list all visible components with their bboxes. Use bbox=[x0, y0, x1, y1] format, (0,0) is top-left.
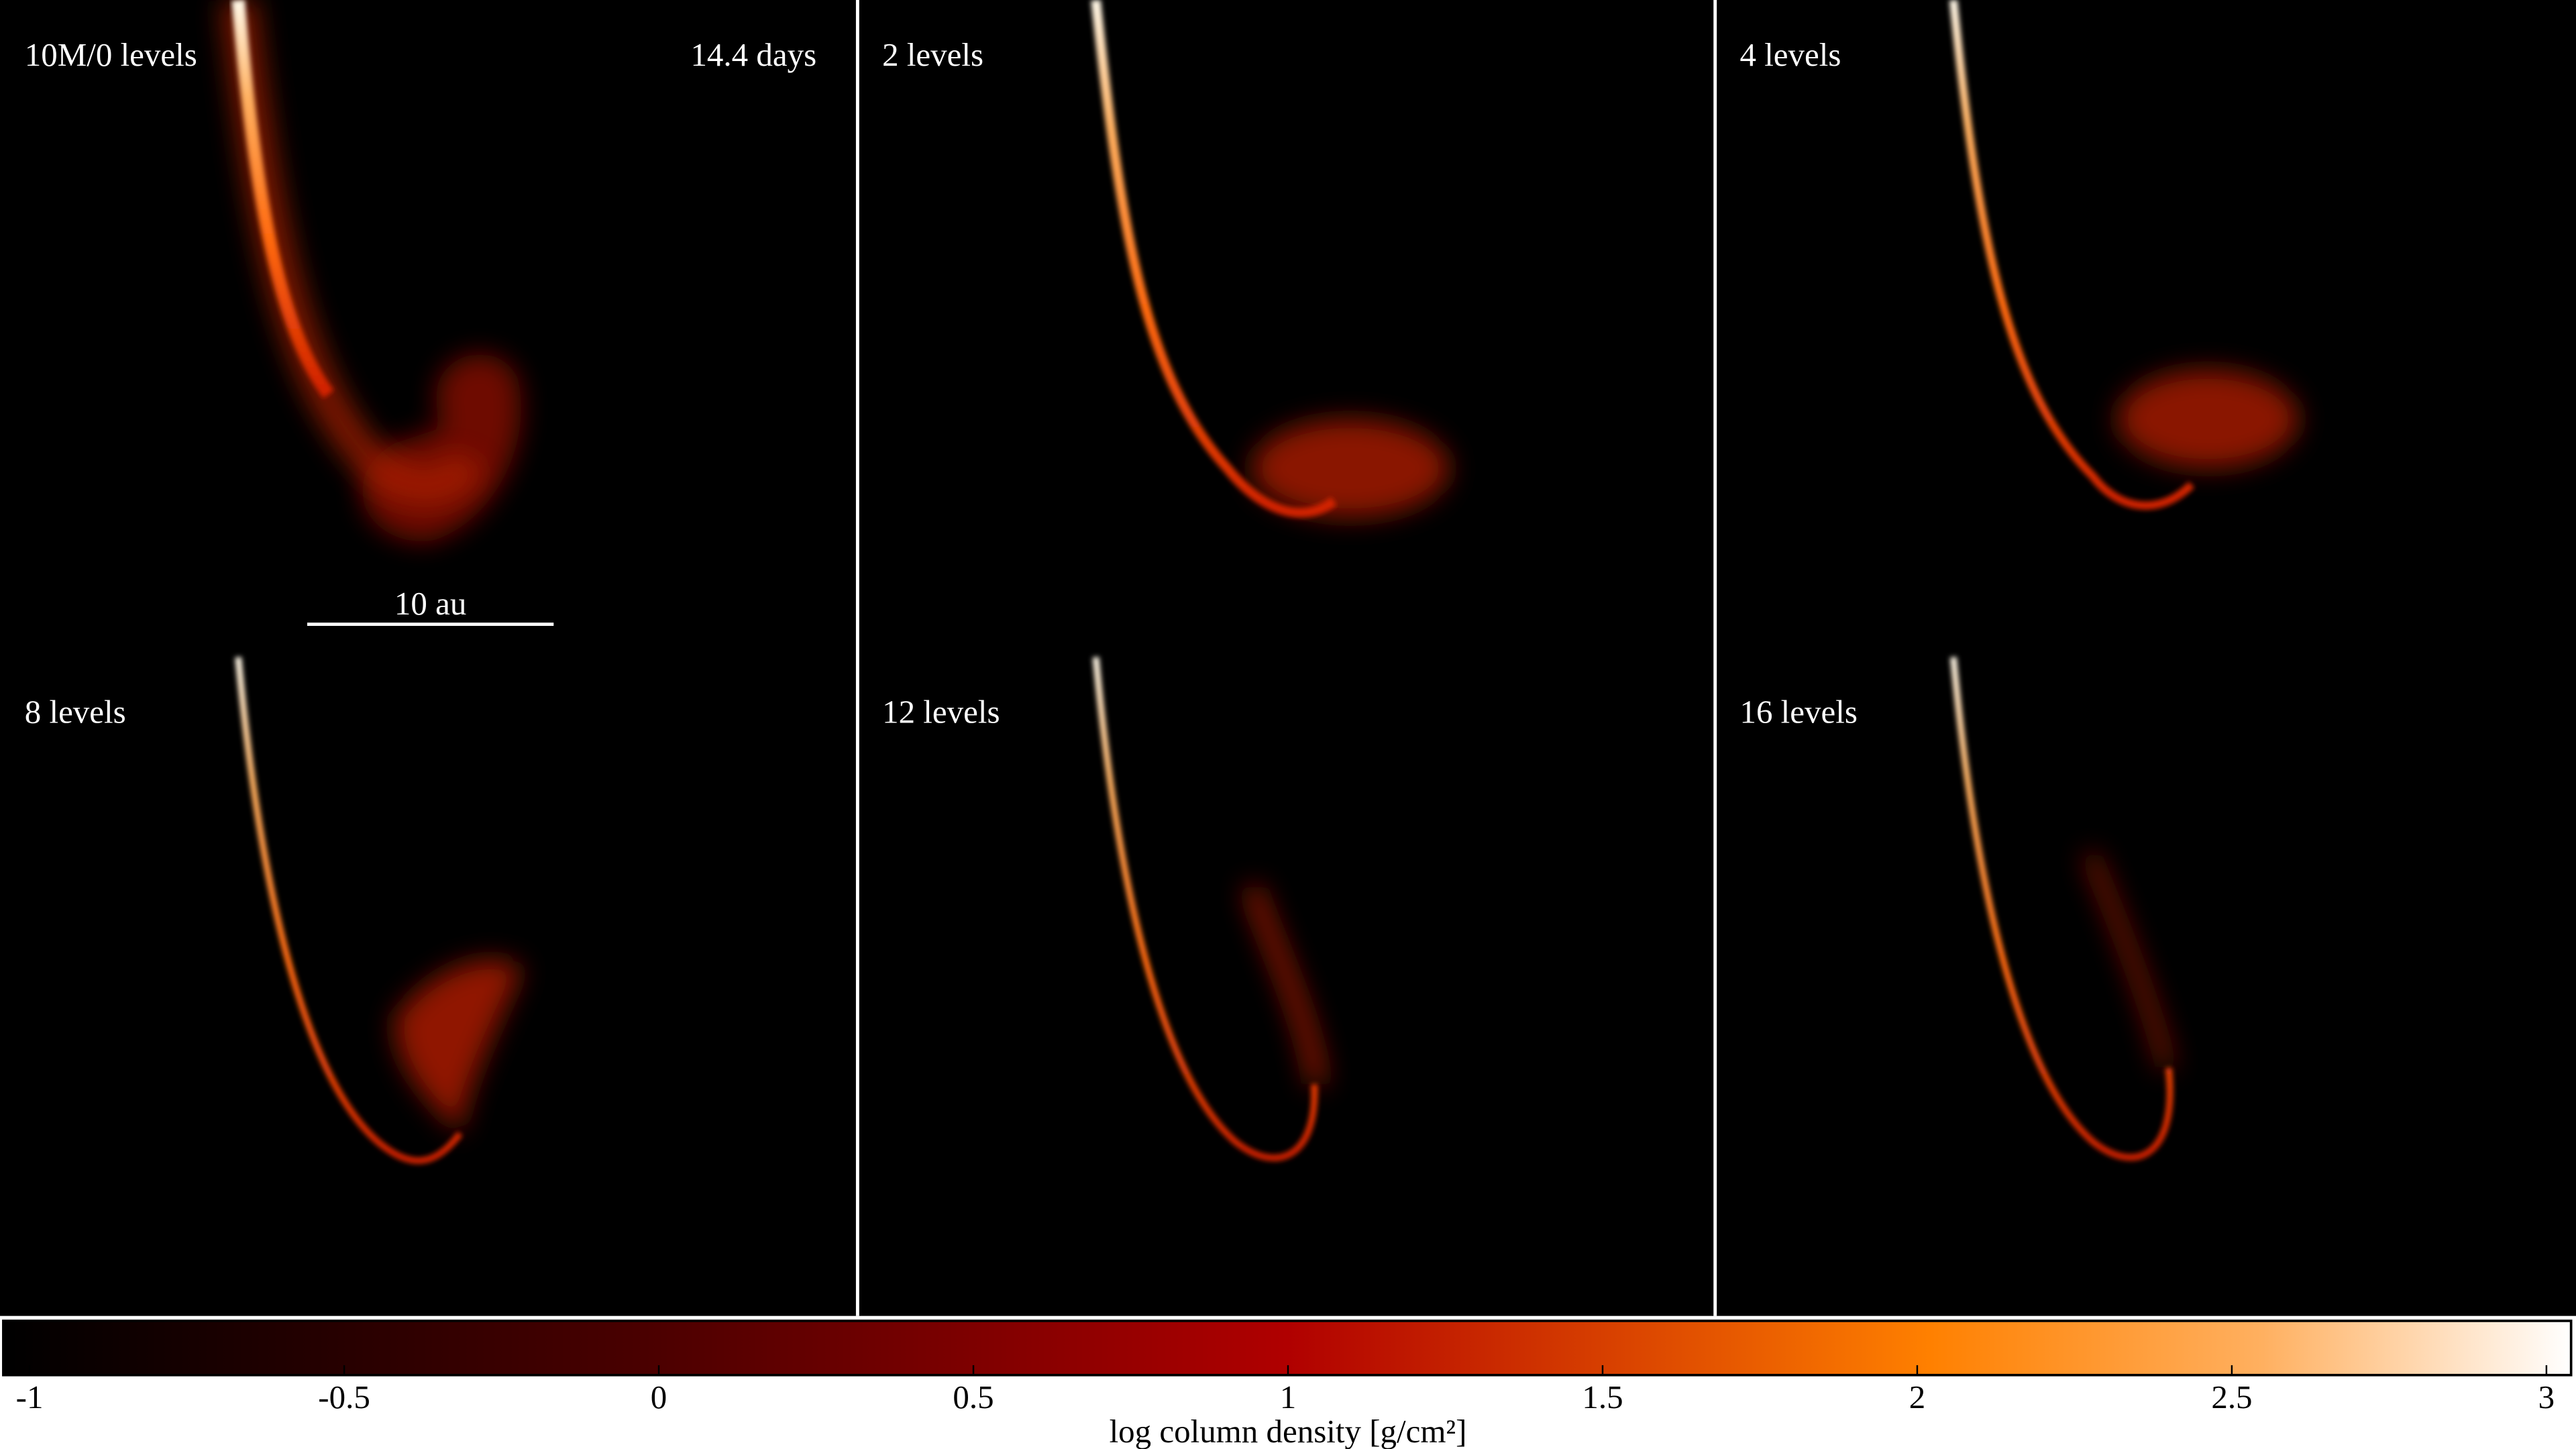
tick-label: -0.5 bbox=[318, 1379, 370, 1415]
panel-label: 16 levels bbox=[1739, 694, 1857, 731]
colorbar-label: log column density [g/cm²] bbox=[1110, 1413, 1467, 1449]
tick-label: 3 bbox=[2538, 1379, 2555, 1415]
panel bbox=[1092, 657, 1326, 1161]
tick-label: 2 bbox=[1909, 1379, 1925, 1415]
panel bbox=[220, 0, 554, 627]
tick-label: -1 bbox=[16, 1379, 44, 1415]
panel bbox=[1949, 657, 2174, 1161]
tick-label: 0.5 bbox=[953, 1379, 994, 1415]
tick-label: 0 bbox=[651, 1379, 667, 1415]
panel-label: 12 levels bbox=[882, 694, 1000, 731]
tick-label: 1.5 bbox=[1582, 1379, 1623, 1415]
panels-background bbox=[0, 0, 2576, 1316]
panel bbox=[1091, 0, 1449, 518]
scale-bar-label: 10 au bbox=[394, 585, 466, 622]
panel-label: 8 levels bbox=[25, 694, 126, 731]
panel-label: 4 levels bbox=[1739, 36, 1841, 73]
panel-time: 14.4 days bbox=[690, 36, 816, 73]
tick-label: 2.5 bbox=[2211, 1379, 2252, 1415]
panel-label: 10M/0 levels bbox=[25, 36, 197, 73]
tick-label: 1 bbox=[1280, 1379, 1296, 1415]
panel bbox=[1949, 0, 2299, 510]
panel-label: 2 levels bbox=[882, 36, 983, 73]
colorbar-ticks: -1 -0.5 0 0.5 1 1.5 2 2.5 3 bbox=[16, 1365, 2555, 1415]
panel bbox=[235, 657, 523, 1165]
